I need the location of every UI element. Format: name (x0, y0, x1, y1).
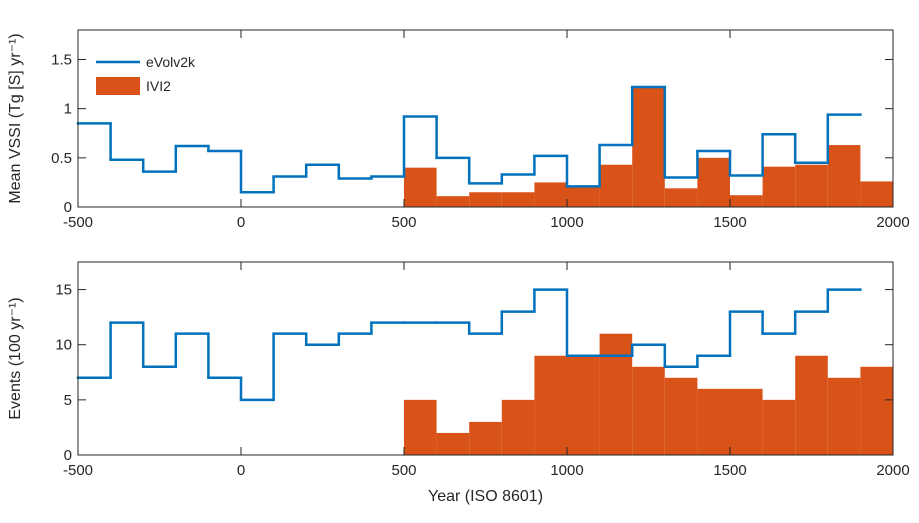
legend-label: IVI2 (146, 78, 171, 94)
bar (697, 388, 730, 455)
x-tick-label: 1000 (550, 214, 583, 231)
x-tick-label: -500 (63, 462, 93, 479)
x-tick-label: 2000 (876, 462, 909, 479)
bar (534, 182, 567, 207)
bar (762, 166, 796, 207)
x-tick-label: 1500 (713, 462, 746, 479)
axes-box (77, 261, 894, 456)
bar (827, 377, 861, 455)
y-tick-label: 10 (55, 337, 72, 354)
bar (860, 181, 893, 207)
bar (436, 432, 470, 455)
bar (860, 366, 893, 455)
bar (664, 377, 698, 455)
bar (795, 164, 828, 207)
bar (567, 187, 600, 207)
bar (404, 167, 437, 207)
x-tick-label: 2000 (876, 214, 909, 231)
y-axis-label: Mean VSSI (Tg [S] yr⁻¹) (7, 33, 24, 203)
bar (501, 399, 535, 455)
x-tick-label: 1000 (550, 462, 583, 479)
bar (501, 192, 535, 207)
x-tick-label: 500 (391, 214, 416, 231)
bar (827, 145, 861, 207)
x-tick-label: -500 (63, 214, 93, 231)
x-tick-label: 1500 (713, 214, 746, 231)
bar (730, 388, 763, 455)
x-tick-label: 0 (237, 214, 245, 231)
bar (795, 355, 828, 455)
y-tick-label: 0 (64, 447, 72, 464)
bar (632, 88, 665, 207)
bar (599, 164, 633, 207)
bar (534, 355, 567, 455)
legend-swatch (96, 77, 140, 95)
bar (469, 192, 502, 207)
bar (404, 399, 437, 455)
bar (599, 333, 633, 455)
legend-label: eVolv2k (146, 54, 196, 70)
y-tick-label: 15 (55, 282, 72, 299)
bar (567, 355, 600, 455)
axes-box (77, 29, 894, 208)
y-tick-label: 0.5 (51, 150, 72, 167)
y-tick-label: 1 (64, 101, 72, 118)
y-tick-label: 0 (64, 199, 72, 216)
bar (730, 195, 763, 207)
y-tick-label: 1.5 (51, 52, 72, 69)
y-axis-label: Events (100 yr⁻¹) (7, 297, 24, 419)
bar (469, 421, 502, 455)
bar (436, 196, 470, 207)
bar (697, 157, 730, 207)
bar (664, 188, 698, 207)
x-tick-label: 500 (391, 462, 416, 479)
y-tick-label: 5 (64, 392, 72, 409)
x-axis-label: Year (ISO 8601) (428, 488, 543, 505)
bar (762, 399, 796, 455)
bar (632, 366, 665, 455)
x-tick-label: 0 (237, 462, 245, 479)
